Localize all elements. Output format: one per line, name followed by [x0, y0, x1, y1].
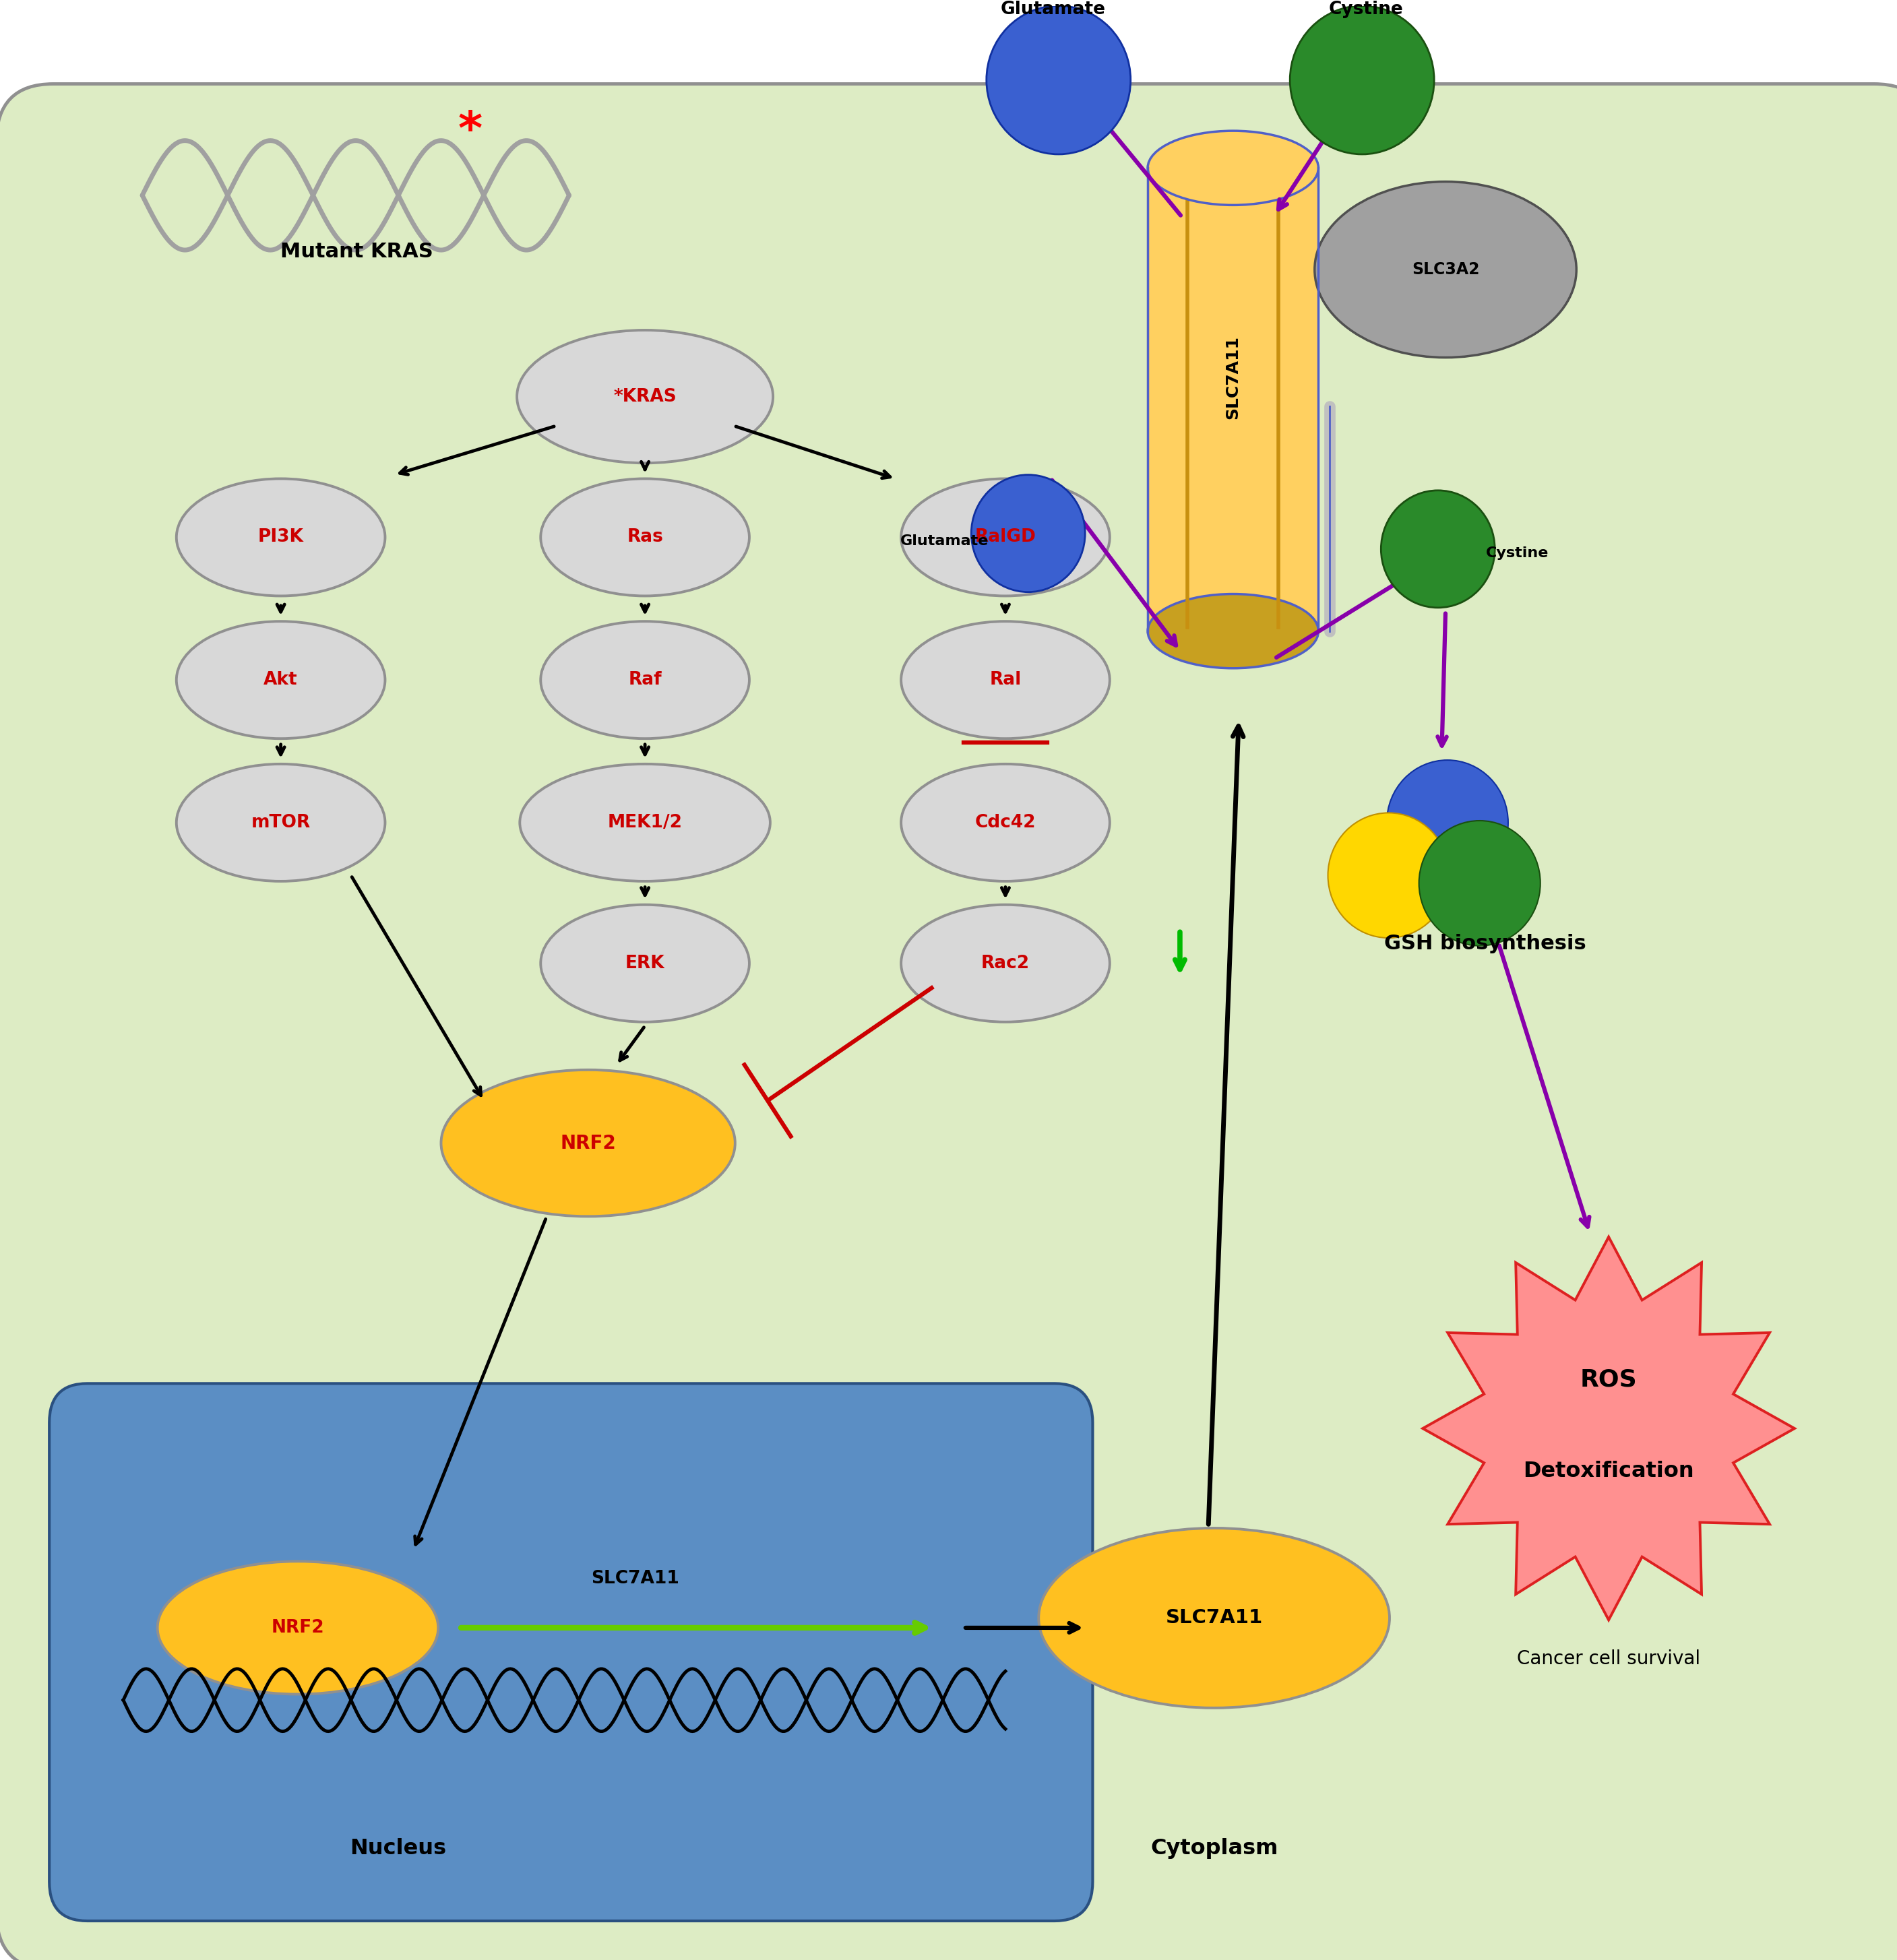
Ellipse shape [541, 906, 749, 1021]
Ellipse shape [901, 764, 1110, 882]
Bar [1148, 178, 1318, 631]
Ellipse shape [157, 1562, 438, 1693]
Text: ERK: ERK [626, 955, 664, 972]
FancyBboxPatch shape [49, 1384, 1093, 1921]
Ellipse shape [901, 906, 1110, 1021]
Ellipse shape [176, 621, 385, 739]
Text: mTOR: mTOR [250, 813, 311, 831]
Text: SLC7A11: SLC7A11 [1165, 1609, 1263, 1627]
Text: PI3K: PI3K [258, 529, 304, 547]
Ellipse shape [541, 621, 749, 739]
FancyBboxPatch shape [0, 84, 1897, 1960]
Ellipse shape [541, 478, 749, 596]
Circle shape [1381, 490, 1495, 608]
Text: Rac2: Rac2 [981, 955, 1030, 972]
Text: Detoxification: Detoxification [1523, 1460, 1694, 1482]
Text: MEK1/2: MEK1/2 [607, 813, 683, 831]
Ellipse shape [901, 621, 1110, 739]
Polygon shape [1423, 1237, 1795, 1621]
Text: Ras: Ras [626, 529, 664, 547]
Text: SLC7A11: SLC7A11 [592, 1570, 679, 1588]
Text: SLC3A2: SLC3A2 [1411, 261, 1480, 278]
Text: ROS: ROS [1580, 1368, 1637, 1392]
Text: Cytoplasm: Cytoplasm [1150, 1838, 1279, 1858]
Ellipse shape [1148, 594, 1318, 668]
Circle shape [1328, 813, 1449, 939]
Text: Cancer cell survival: Cancer cell survival [1518, 1650, 1700, 1668]
Text: *KRAS: *KRAS [613, 388, 677, 406]
Circle shape [1290, 6, 1434, 155]
Text: NRF2: NRF2 [560, 1133, 617, 1152]
Circle shape [1387, 760, 1508, 886]
Ellipse shape [440, 1070, 734, 1217]
Text: RalGD: RalGD [975, 529, 1036, 547]
Text: SLC7A11: SLC7A11 [1225, 335, 1241, 419]
Text: Cystine: Cystine [1485, 547, 1550, 561]
Circle shape [971, 474, 1085, 592]
Text: Glutamate: Glutamate [901, 535, 988, 549]
Text: *: * [459, 108, 482, 153]
Ellipse shape [1148, 131, 1318, 206]
Text: NRF2: NRF2 [271, 1619, 324, 1637]
Text: Akt: Akt [264, 670, 298, 688]
Ellipse shape [1315, 182, 1576, 357]
Text: Nucleus: Nucleus [351, 1838, 446, 1858]
Text: Mutant KRAS: Mutant KRAS [281, 243, 433, 263]
Text: Glutamate: Glutamate [1000, 0, 1106, 18]
Circle shape [986, 6, 1131, 155]
Ellipse shape [901, 478, 1110, 596]
Text: Ral: Ral [990, 670, 1021, 688]
Ellipse shape [516, 329, 774, 463]
Ellipse shape [176, 764, 385, 882]
Text: GSH biosynthesis: GSH biosynthesis [1385, 935, 1586, 955]
Ellipse shape [1040, 1529, 1389, 1707]
Text: Cystine: Cystine [1328, 0, 1404, 18]
Circle shape [1419, 821, 1540, 947]
Ellipse shape [176, 478, 385, 596]
Ellipse shape [520, 764, 770, 882]
Text: Raf: Raf [628, 670, 662, 688]
Text: Cdc42: Cdc42 [975, 813, 1036, 831]
